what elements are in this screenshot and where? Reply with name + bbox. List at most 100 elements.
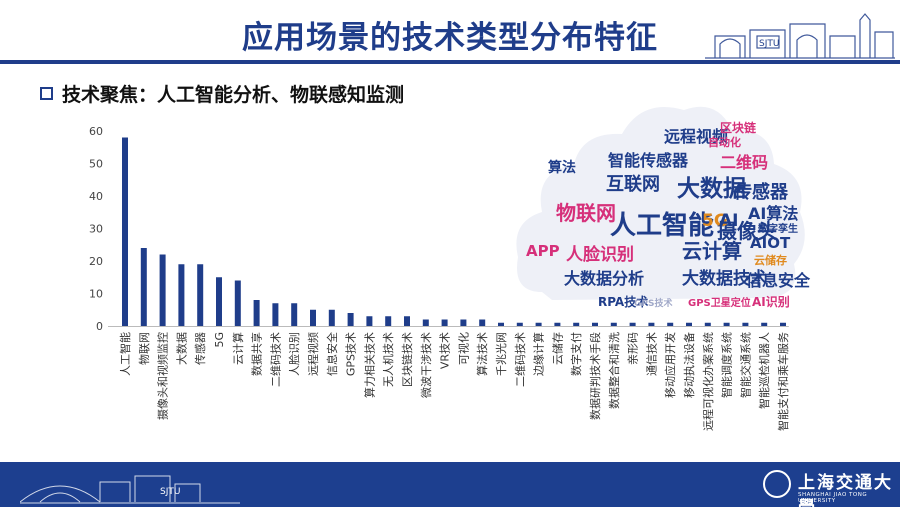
x-tick-label: 通信技术 [645,332,658,376]
bar [573,322,580,326]
word-cloud-term: 智能传感器 [608,151,689,170]
footer: SJTU 上海交通大學 SHANGHAI JIAO TONG UNIVERSIT… [0,462,900,507]
x-tick-label: 移动执法设备 [682,332,696,398]
bar [310,309,316,326]
y-tick-label: 10 [89,288,103,301]
university-logo-sub: SHANGHAI JIAO TONG UNIVERSITY [798,492,868,504]
bar [629,322,636,326]
bar [159,254,166,326]
x-tick-label: 智能支付和乘车服务 [776,332,790,431]
x-tick-label: 算力相关技术 [362,332,376,398]
y-tick-label: 0 [96,320,103,333]
x-tick-label: 物联网 [137,332,151,365]
word-cloud-term: AI算法 [748,204,798,223]
x-tick-label: 数据研判技术手段 [588,332,602,420]
bar [460,319,467,326]
bar [122,137,128,326]
bar [610,322,617,326]
header: 应用场景的技术类型分布特征 SJTU [0,0,900,62]
word-cloud-term: RPA技术 [598,294,648,309]
bar [328,309,335,326]
x-tick-label: 远程可视化办案系统 [701,332,715,431]
word-cloud-term: AI [719,211,738,231]
x-tick-label: 微波干涉技术 [419,332,433,398]
x-tick-label: 边缘计算 [532,332,546,376]
x-tick-label: 云储存 [550,332,564,365]
x-tick-label: 人脸识别 [287,332,301,376]
word-cloud-term: 人工智能 [610,210,714,241]
word-cloud-term: 区块链 [720,120,757,135]
bar [234,280,241,326]
y-tick-label: 60 [89,125,103,138]
section-heading-text: 技术聚焦：人工智能分析、物联感知监测 [62,84,405,106]
bar [498,322,504,326]
x-tick-label: 移动应用开发 [663,332,677,398]
word-cloud-term: 数字孪生 [758,222,798,235]
bar [704,322,711,326]
gate-label: SJTU [759,39,779,49]
gate-outline-icon: SJTU [20,475,240,504]
bar [535,322,542,326]
x-tick-label: 二维码技术 [269,332,282,387]
bar [366,316,373,326]
x-tick-label: 人工智能 [118,332,132,376]
header-divider [0,60,900,64]
bar [140,248,147,326]
word-cloud-term: 大数据 [677,176,746,202]
y-tick-label: 30 [89,223,103,236]
university-seal-icon [763,470,791,498]
bar-chart: 0102030405060人工智能 物联网 摄像头和视频监控 大数据 传感器 5G 云计算数… [89,125,790,431]
bullet-square-icon [40,87,53,100]
x-tick-label: 智能交通系统 [738,332,752,398]
x-tick-label: 摄像头和视频监控 [156,332,170,420]
bar [197,264,204,326]
section-heading: 技术聚焦：人工智能分析、物联感知监测 [40,80,404,107]
word-cloud-term: AIOT [750,234,791,252]
bar [385,316,392,326]
bar [441,319,448,326]
word-cloud-term: 二维码 [720,153,768,172]
bar [780,322,786,326]
bar [347,313,354,326]
bar [272,303,279,326]
x-tick-label: 数据整合和清洗 [607,332,621,409]
bar [516,322,523,326]
y-tick-label: 20 [89,255,103,268]
x-tick-label: 区块链技术 [400,332,414,387]
university-logo: 上海交通大學 [798,473,893,507]
bar [216,277,222,326]
x-tick-label: 可视化 [456,332,470,365]
word-cloud-term: 物联网 [556,201,616,225]
word-cloud-term: 云储存 [754,253,787,267]
bar [253,300,260,326]
bar [686,322,692,326]
x-tick-label: 5G [213,332,226,348]
x-tick-label: 千兆光网 [494,332,508,376]
bar [554,322,561,326]
word-cloud-term: 算法 [548,159,576,176]
word-cloud-term: 远程视频 [664,127,728,146]
x-tick-label: VR技术 [439,332,452,369]
word-cloud-term: 传感器 [733,181,789,203]
bar [404,316,410,326]
university-gate-icon: SJTU [705,13,895,59]
word-cloud-term: GPS卫星定位 [688,296,751,309]
x-tick-label: 无人机技术 [381,332,395,387]
word-cloud-term: 自动化 [708,135,741,149]
x-tick-label: 传感器 [194,332,207,365]
word-cloud-term: 大数据技术 [682,268,767,289]
word-cloud-term: 大数据分析 [564,269,644,288]
x-tick-label: 数据共享 [250,332,264,376]
x-tick-label: 亲形码 [626,332,640,365]
y-tick-label: 40 [89,190,103,203]
word-cloud-term: APP [526,242,560,260]
x-tick-label: 数字支付 [569,332,583,376]
bar [422,319,429,326]
word-cloud-term: 摄像头 [717,219,777,243]
bar [592,322,598,326]
word-cloud-term: 云计算 [682,239,742,263]
footer-gate-label: SJTU [160,487,180,497]
word-cloud-term: 人脸识别 [566,244,634,265]
x-tick-label: 远程视频 [306,332,320,376]
